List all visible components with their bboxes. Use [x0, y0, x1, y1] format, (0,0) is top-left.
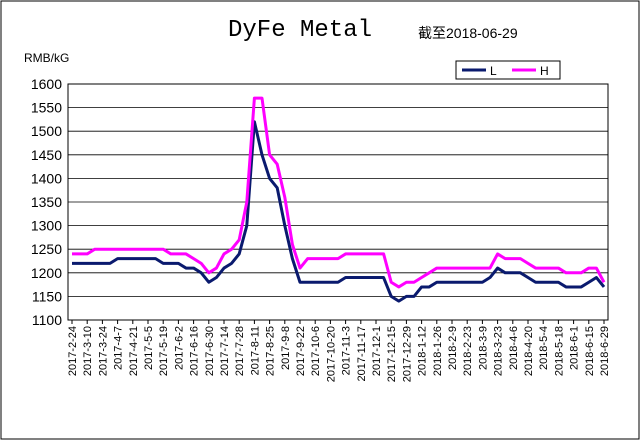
y-tick-label: 1450: [31, 147, 62, 163]
x-tick-label: 2018-5-4: [538, 326, 550, 370]
x-tick-label: 2017-12-15: [386, 326, 398, 382]
y-tick-label: 1600: [31, 76, 62, 92]
x-tick-label: 2018-1-26: [432, 326, 444, 376]
x-tick-label: 2017-3-10: [82, 326, 94, 376]
y-tick-label: 1550: [31, 100, 62, 116]
x-tick-label: 2017-5-5: [143, 326, 155, 370]
x-tick-label: 2017-8-11: [249, 326, 261, 375]
y-tick-label: 1250: [31, 241, 62, 257]
legend-box: [455, 60, 561, 80]
x-tick-label: 2017-10-20: [325, 326, 337, 382]
x-tick-label: 2017-9-22: [295, 326, 307, 376]
x-tick-label: 2017-7-28: [234, 326, 246, 376]
x-tick-label: 2018-4-6: [508, 326, 520, 370]
y-tick-label: 1300: [31, 218, 62, 234]
x-tick-label: 2017-12-29: [401, 326, 413, 382]
legend-label: H: [540, 64, 549, 78]
chart-title: DyFe Metal: [228, 17, 372, 44]
x-tick-label: 2018-2-9: [447, 326, 459, 370]
x-tick-label: 2017-7-14: [219, 326, 231, 376]
x-tick-label: 2017-4-7: [113, 326, 125, 370]
legend-label: L: [490, 64, 497, 78]
x-tick-label: 2017-11-17: [356, 326, 368, 381]
x-tick-label: 2017-11-3: [341, 326, 353, 375]
x-tick-label: 2017-5-19: [158, 326, 170, 376]
chart-subtitle: 截至2018-06-29: [418, 25, 518, 41]
x-tick-label: 2017-12-1: [371, 326, 383, 376]
y-tick-label: 1400: [31, 170, 62, 186]
y-tick-label: 1150: [32, 288, 62, 304]
x-tick-label: 2017-4-21: [128, 326, 140, 376]
x-tick-label: 2017-8-25: [265, 326, 277, 376]
y-axis-label: RMB/kG: [24, 51, 69, 65]
series-line: [72, 120, 606, 303]
x-tick-label: 2018-5-18: [553, 326, 565, 376]
x-tick-label: 2018-3-23: [493, 326, 505, 376]
x-tick-label: 2017-10-6: [310, 326, 322, 376]
x-tick-label: 2018-3-9: [477, 326, 489, 370]
x-tick-label: 2018-1-12: [417, 326, 429, 376]
x-tick-label: 2017-6-2: [173, 326, 185, 370]
x-tick-label: 2018-6-1: [569, 326, 581, 370]
x-tick-label: 2017-9-8: [280, 326, 292, 370]
x-tick-label: 2018-4-20: [523, 326, 535, 376]
x-tick-label: 2018-2-23: [462, 326, 474, 376]
x-tick-label: 2018-6-29: [599, 326, 611, 376]
x-tick-label: 2017-3-24: [97, 326, 109, 376]
series-line: [72, 96, 606, 289]
x-tick-label: 2017-6-30: [204, 326, 216, 376]
x-tick-label: 2017-6-16: [189, 326, 201, 376]
y-tick-label: 1500: [31, 123, 62, 139]
y-tick-label: 1100: [32, 312, 62, 328]
y-tick-label: 1200: [31, 265, 62, 281]
x-tick-label: 2017-2-24: [67, 326, 79, 376]
y-tick-label: 1350: [31, 194, 62, 210]
x-tick-label: 2018-6-15: [584, 326, 596, 376]
